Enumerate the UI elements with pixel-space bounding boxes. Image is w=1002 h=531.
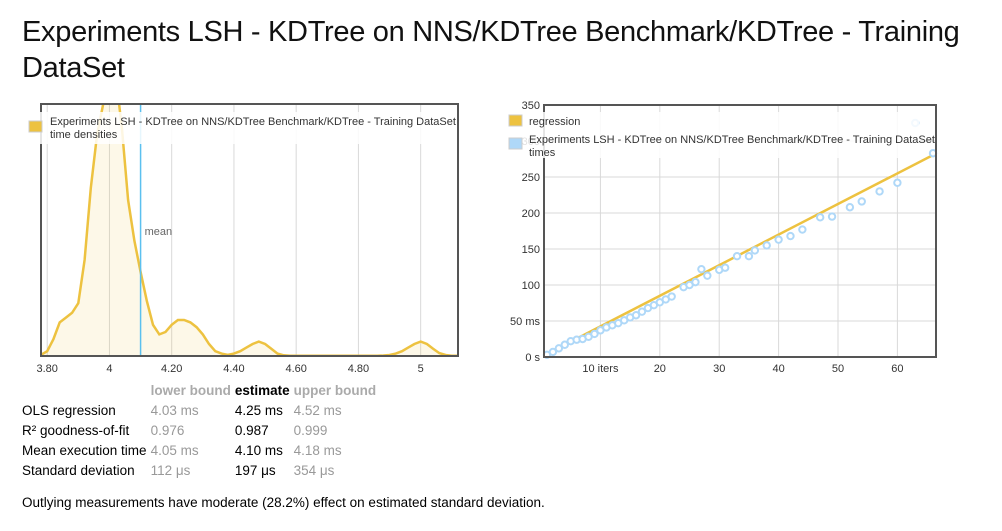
stats-header-lower: lower bound (150, 382, 231, 398)
density-x-tick: 4.60 (285, 363, 306, 375)
regression-y-tick: 350 (522, 100, 540, 112)
regression-point (857, 197, 866, 206)
stats-header-blank (22, 380, 151, 400)
stats-row-mean: Mean execution time 4.05 ms 4.10 ms 4.18… (22, 440, 380, 460)
density-chart: mean 3.80 4 4.20 4.40 4.60 4.80 5 Experiments … (24, 103, 459, 375)
regression-frame (543, 104, 937, 358)
regression-point (798, 225, 807, 234)
density-x-ticks: 3.80 4 4.20 4.40 4.60 4.80 5 (37, 363, 424, 375)
stats-estimate: 197 μs (234, 462, 276, 478)
regression-point (691, 277, 700, 287)
stats-header-upper: upper bound (293, 382, 377, 398)
regression-point (762, 241, 771, 250)
regression-point (893, 178, 902, 187)
density-x-tick: 3.80 (37, 363, 58, 375)
density-legend-swatch (28, 120, 43, 133)
regression-point (786, 231, 795, 241)
stats-label: R² goodness-of-fit (22, 422, 130, 438)
stats-estimate: 4.10 ms (234, 442, 283, 458)
regression-point (744, 252, 754, 261)
regression-point (732, 252, 742, 261)
regression-point (703, 271, 712, 280)
regression-x-tick: 20 (654, 363, 666, 375)
regression-legend-label-2-line1: Experiments LSH - KDTree on NNS/KDTree B… (529, 134, 935, 146)
stats-lower: 4.03 ms (150, 402, 199, 418)
stats-row-ols: OLS regression 4.03 ms 4.25 ms 4.52 ms (22, 400, 380, 420)
density-x-tick: 4.20 (161, 363, 182, 375)
density-legend-bg (24, 112, 442, 144)
stats-lower: 4.05 ms (150, 442, 199, 458)
mean-label: mean (145, 226, 173, 238)
stats-row-r2: R² goodness-of-fit 0.976 0.987 0.999 (22, 420, 380, 440)
stats-header-row: lower bound estimate upper bound (22, 380, 380, 400)
stats-table: lower bound estimate upper bound OLS reg… (22, 380, 380, 480)
stats-header-estimate: estimate (234, 382, 290, 398)
regression-x-ticks: 10 iters 20 30 40 50 60 (582, 363, 903, 375)
density-x-tick: 4.40 (223, 363, 244, 375)
density-frame (40, 103, 459, 357)
regression-point (815, 213, 825, 222)
regression-x-tick: 60 (891, 363, 903, 375)
regression-point (637, 307, 647, 316)
regression-y-tick: 200 (522, 208, 540, 220)
regression-y-tick: 250 (522, 172, 540, 184)
page-title: Experiments LSH - KDTree on NNS/KDTree B… (22, 16, 960, 84)
density-legend: Experiments LSH - KDTree on NNS/KDTree B… (24, 112, 456, 144)
regression-chart: 0 s50 ms100150200250300350 10 iters20304… (505, 100, 938, 375)
regression-legend-label-1: regression (529, 116, 580, 128)
density-area (41, 104, 458, 356)
regression-legend-bg (505, 112, 919, 158)
regression-point (631, 311, 641, 320)
stats-upper: 4.52 ms (293, 402, 342, 418)
stats-label: OLS regression (22, 402, 116, 418)
regression-point (667, 292, 676, 301)
stats-upper: 0.999 (293, 422, 328, 438)
regression-y-tick: 50 ms (510, 316, 540, 328)
regression-y-tick: 0 s (525, 352, 540, 364)
outlier-note: Outlying measurements have moderate (28.… (22, 495, 545, 510)
regression-point (554, 344, 564, 353)
regression-points (542, 118, 938, 360)
regression-x-tick: 30 (713, 363, 725, 375)
density-legend-label-line2: time densities (50, 129, 118, 141)
stats-row-stddev: Standard deviation 112 μs 197 μs 354 μs (22, 460, 380, 480)
regression-point (845, 203, 855, 212)
regression-x-tick: 40 (772, 363, 784, 375)
regression-point (827, 212, 837, 221)
regression-x-tick: 50 (832, 363, 844, 375)
density-legend-label-line1: Experiments LSH - KDTree on NNS/KDTree B… (50, 116, 456, 128)
regression-legend-swatch-1 (508, 114, 523, 127)
stats-upper: 354 μs (293, 462, 335, 478)
regression-point (774, 235, 783, 244)
stats-upper: 4.18 ms (293, 442, 342, 458)
stats-estimate: 4.25 ms (234, 402, 283, 418)
stats-estimate: 0.987 (234, 422, 269, 438)
regression-point (750, 246, 760, 255)
regression-point (720, 263, 730, 272)
regression-point (590, 329, 599, 339)
regression-point (560, 340, 569, 349)
stats-lower: 112 μs (150, 462, 191, 478)
regression-y-ticks: 0 s50 ms100150200250300350 (510, 100, 540, 364)
stats-label: Standard deviation (22, 462, 135, 478)
regression-legend: regression Experiments LSH - KDTree on N… (505, 112, 935, 159)
stats-label: Mean execution time (22, 442, 147, 458)
density-x-tick: 4 (106, 363, 112, 375)
regression-y-tick: 150 (522, 244, 540, 256)
stats-lower: 0.976 (150, 422, 185, 438)
regression-point (697, 264, 706, 274)
density-x-tick: 5 (418, 363, 424, 375)
density-x-tick: 4.80 (348, 363, 369, 375)
regression-legend-swatch-2 (508, 137, 523, 150)
regression-y-tick: 100 (522, 280, 540, 292)
density-grid (46, 104, 422, 356)
regression-point (875, 187, 884, 196)
regression-x-tick: 10 iters (582, 363, 619, 375)
regression-legend-label-2-line2: times (529, 147, 556, 159)
regression-point (548, 347, 558, 357)
